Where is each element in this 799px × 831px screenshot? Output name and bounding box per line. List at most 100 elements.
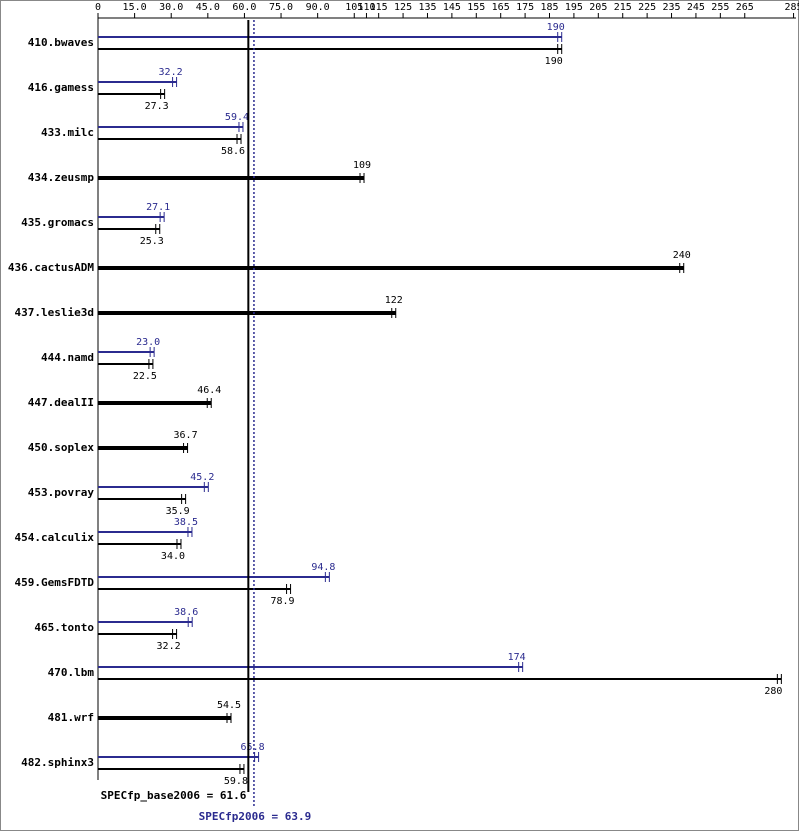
x-tick-label: 255	[711, 2, 729, 13]
value-label: 22.5	[133, 371, 157, 382]
category-label: 447.dealII	[28, 396, 94, 409]
bar	[98, 633, 177, 635]
value-label: 25.3	[140, 236, 164, 247]
value-label: 35.9	[166, 506, 190, 517]
value-label: 27.3	[145, 101, 169, 112]
x-tick-label: 185	[540, 2, 558, 13]
category-label: 454.calculix	[15, 531, 95, 544]
value-label: 34.0	[161, 551, 185, 562]
bar	[98, 486, 209, 488]
value-label: 27.1	[146, 202, 170, 213]
bar	[98, 176, 365, 180]
value-label: 36.7	[174, 430, 198, 441]
bar	[98, 48, 562, 50]
bar	[98, 576, 330, 578]
bar	[98, 363, 153, 365]
x-tick-label: 110	[357, 2, 375, 13]
value-label: 32.2	[159, 67, 183, 78]
bar	[98, 216, 165, 218]
category-label: 482.sphinx3	[21, 756, 94, 769]
bar	[98, 351, 155, 353]
x-tick-label: 265	[736, 2, 754, 13]
bar	[98, 588, 291, 590]
bar	[98, 93, 165, 95]
x-tick-label: 0	[95, 2, 101, 13]
value-label: 94.8	[311, 562, 335, 573]
category-label: 470.lbm	[48, 666, 95, 679]
bar	[98, 756, 259, 758]
bar	[98, 311, 396, 315]
x-tick-label: 195	[565, 2, 583, 13]
category-label: 437.leslie3d	[15, 306, 94, 319]
x-tick-label: 15.0	[123, 2, 147, 13]
bar	[98, 266, 684, 270]
value-label: 190	[545, 56, 563, 67]
x-tick-label: 215	[614, 2, 632, 13]
reference-label: SPECfp2006 = 63.9	[199, 810, 312, 823]
value-label: 59.8	[224, 776, 248, 787]
bar	[98, 36, 562, 38]
category-label: 410.bwaves	[28, 36, 94, 49]
bar	[98, 543, 181, 545]
value-label: 65.8	[241, 742, 265, 753]
value-label: 38.6	[174, 607, 198, 618]
category-label: 435.gromacs	[21, 216, 94, 229]
category-label: 481.wrf	[48, 711, 94, 724]
x-tick-label: 235	[663, 2, 681, 13]
bar	[98, 446, 188, 450]
x-tick-label: 225	[638, 2, 656, 13]
category-label: 434.zeusmp	[28, 171, 95, 184]
bar	[98, 81, 177, 83]
x-tick-label: 205	[589, 2, 607, 13]
value-label: 38.5	[174, 517, 198, 528]
category-label: 450.soplex	[28, 441, 95, 454]
bar	[98, 138, 242, 140]
value-label: 32.2	[157, 641, 181, 652]
x-tick-label: 30.0	[159, 2, 183, 13]
value-label: 122	[385, 295, 403, 306]
value-label: 174	[508, 652, 526, 663]
bar	[98, 401, 212, 405]
value-label: 78.9	[271, 596, 295, 607]
category-label: 416.gamess	[28, 81, 94, 94]
value-label: 45.2	[190, 472, 214, 483]
value-label: 240	[673, 250, 691, 261]
x-tick-label: 90.0	[306, 2, 330, 13]
x-tick-label: 145	[443, 2, 461, 13]
bar	[98, 621, 193, 623]
x-tick-label: 245	[687, 2, 705, 13]
bar	[98, 531, 192, 533]
x-tick-label: 175	[516, 2, 534, 13]
reference-label: SPECfp_base2006 = 61.6	[101, 789, 247, 802]
value-label: 109	[353, 160, 371, 171]
category-label: 465.tonto	[34, 621, 94, 634]
x-tick-label: 155	[467, 2, 485, 13]
bar	[98, 666, 523, 668]
x-tick-label: 165	[492, 2, 510, 13]
bar	[98, 716, 232, 720]
category-label: 444.namd	[41, 351, 94, 364]
bar	[98, 678, 782, 680]
x-tick-label: 125	[394, 2, 412, 13]
category-label: 433.milc	[41, 126, 94, 139]
category-label: 453.povray	[28, 486, 95, 499]
category-label: 436.cactusADM	[8, 261, 94, 274]
x-tick-label: 75.0	[269, 2, 293, 13]
x-tick-label: 45.0	[196, 2, 220, 13]
bar	[98, 768, 244, 770]
value-label: 46.4	[197, 385, 221, 396]
value-label: 23.0	[136, 337, 160, 348]
x-tick-label: 105	[345, 2, 363, 13]
x-tick-label: 285	[785, 2, 799, 13]
x-tick-label: 135	[418, 2, 436, 13]
value-label: 280	[764, 686, 782, 697]
x-tick-label: 60.0	[232, 2, 256, 13]
x-tick-label: 115	[370, 2, 388, 13]
value-label: 190	[547, 22, 565, 33]
value-label: 59.4	[225, 112, 249, 123]
category-label: 459.GemsFDTD	[15, 576, 95, 589]
value-label: 54.5	[217, 700, 241, 711]
